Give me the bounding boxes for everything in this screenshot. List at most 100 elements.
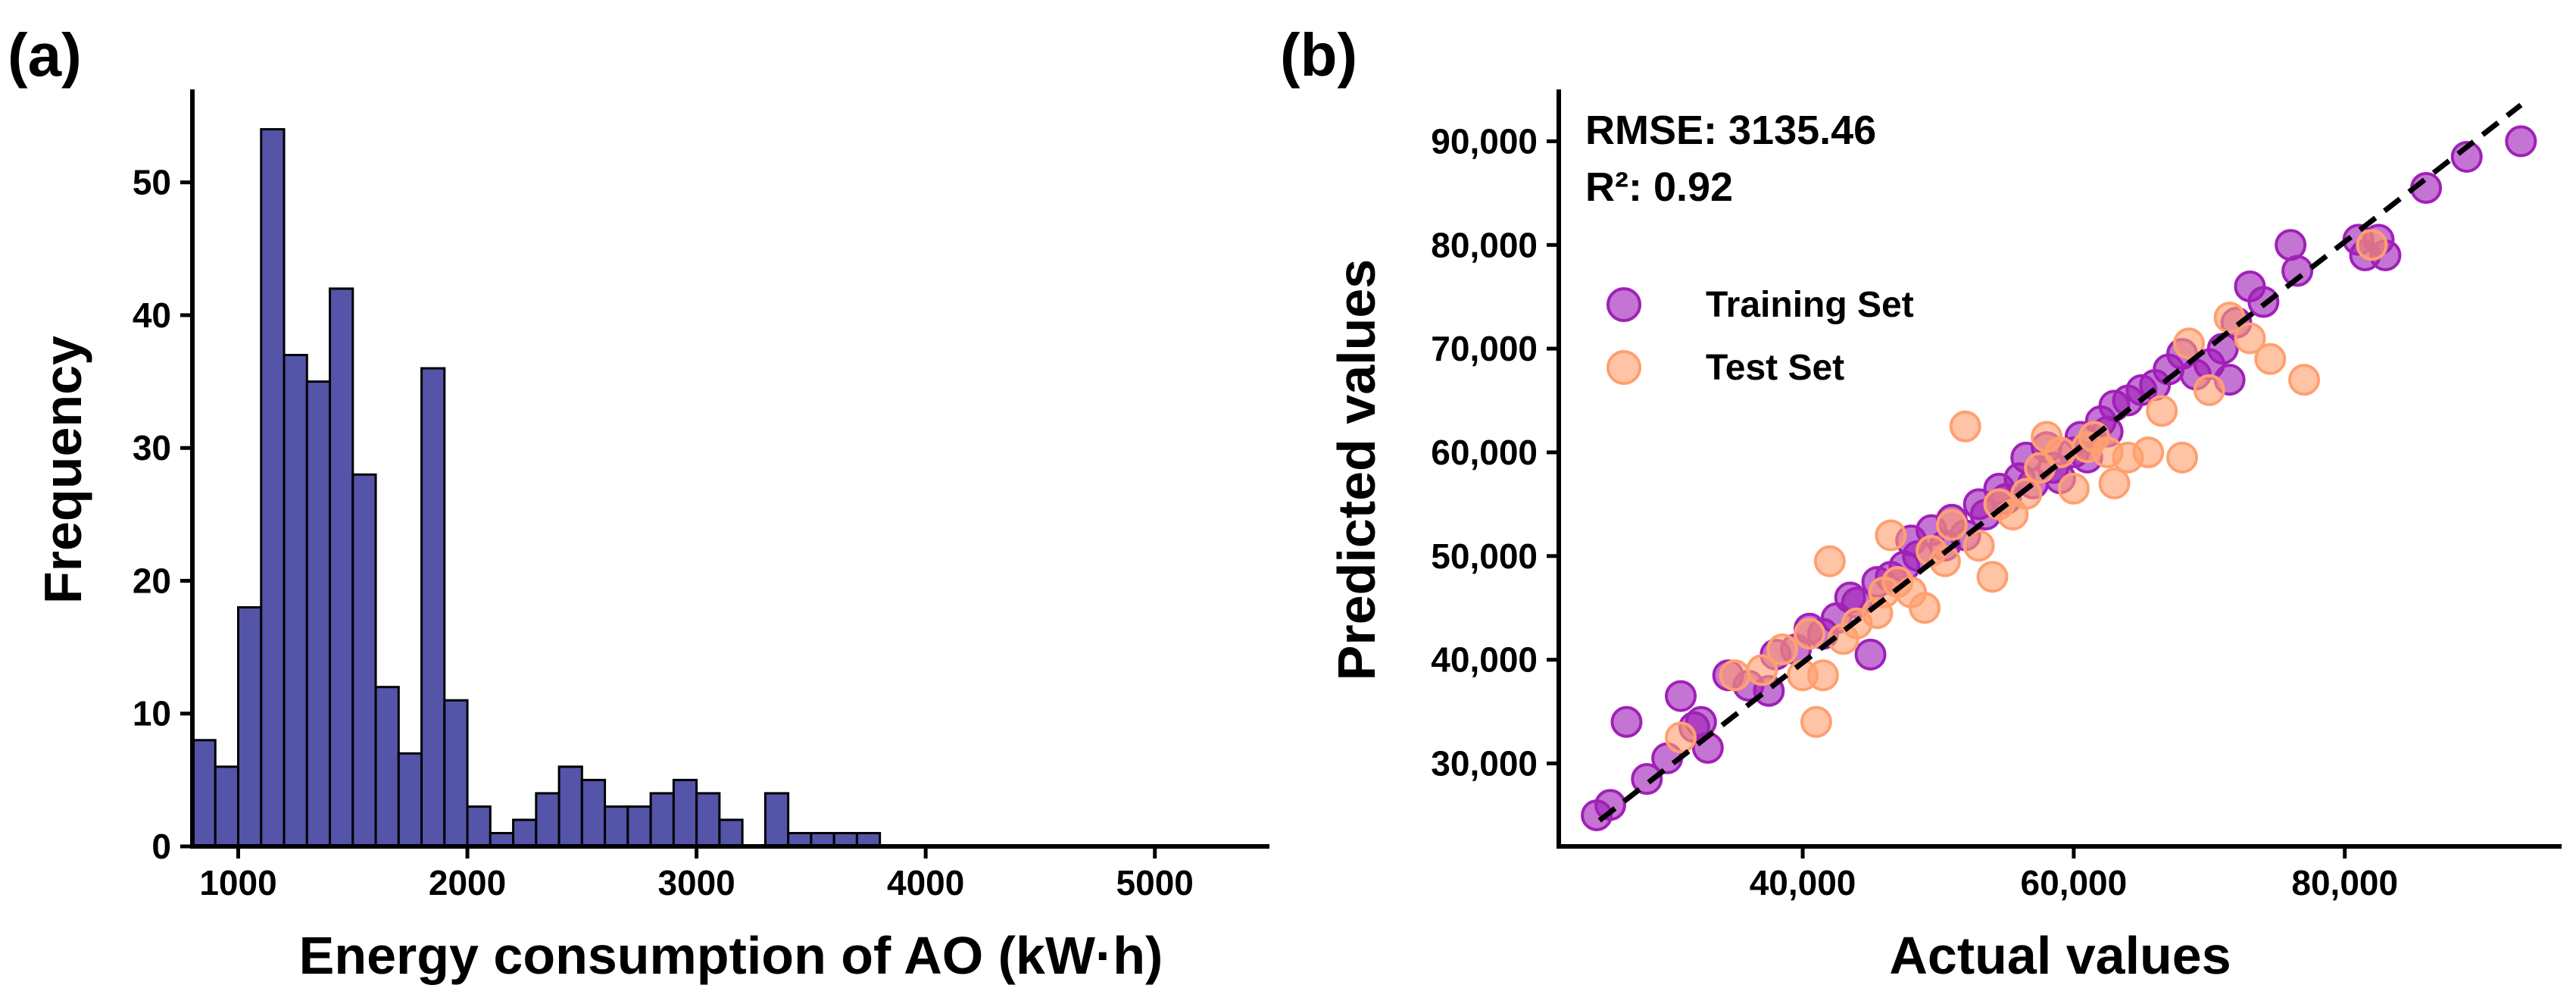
training-set-point: [2505, 125, 2537, 158]
panel-a-label: (a): [8, 21, 82, 89]
histogram-y-axis-title: Frequency: [33, 336, 92, 604]
y-tick-label: 20: [133, 561, 171, 600]
histogram-bar: [420, 367, 446, 848]
y-tick-label: 10: [133, 694, 171, 733]
training-set-point: [1665, 680, 1697, 712]
test-set-point: [1935, 508, 1968, 541]
scatter-y-ticks: 30,000 40,000 50,000 60,000 70,000 80,000 90,0…: [1431, 121, 1559, 783]
x-tick-label: 5000: [1116, 863, 1194, 902]
test-set-point: [2146, 395, 2178, 427]
scatter-x-ticks: 40,000 60,000 80,000: [1750, 846, 2398, 902]
histogram-x-axis-title: Energy consumption of AO (kW·h): [299, 926, 1163, 985]
y-tick-label: 50,000: [1431, 536, 1538, 576]
legend-marker-test-set: [1606, 350, 1641, 385]
test-set-point: [1665, 721, 1697, 754]
histogram-x-ticks: 1000 2000 3000 4000 5000: [199, 846, 1194, 902]
histogram-bar: [604, 805, 629, 848]
test-set-point: [2057, 472, 2090, 505]
test-set-point: [2288, 364, 2321, 396]
training-set-point: [1854, 638, 1887, 671]
scatter-x-axis-title: Actual values: [1889, 926, 2231, 985]
test-set-point: [1800, 705, 1832, 738]
y-tick-label: 80,000: [1431, 225, 1538, 264]
histogram-bar: [535, 792, 560, 848]
test-set-point: [1766, 633, 1799, 665]
histogram-bar: [283, 354, 308, 848]
test-set-point: [2132, 436, 2165, 468]
y-tick-label: 90,000: [1431, 121, 1538, 161]
test-set-point: [1806, 659, 1839, 692]
test-set-point: [2172, 327, 2205, 360]
y-tick-label: 40: [133, 296, 171, 335]
scatter-panel: (b) 40,000 60,000 80,000 30,000 40,000 50,00…: [1280, 21, 2562, 985]
test-set-point: [1794, 618, 1825, 650]
histogram-bar: [580, 778, 607, 848]
histogram-bar: [214, 765, 240, 848]
histogram-bar: [329, 287, 354, 848]
training-set-point: [1610, 705, 1643, 738]
x-tick-label: 2000: [429, 863, 506, 902]
r2-annotation: R²: 0.92: [1585, 164, 1733, 210]
identity-reference-line: [1597, 102, 2523, 823]
histogram-bar: [397, 752, 423, 848]
histogram-bar: [649, 792, 675, 848]
test-set-point: [2254, 342, 2287, 375]
x-tick-label: 4000: [887, 863, 964, 902]
y-tick-label: 30,000: [1431, 744, 1538, 783]
histogram-bar: [626, 805, 652, 848]
test-set-point: [1949, 410, 1981, 443]
x-tick-label: 1000: [199, 863, 276, 902]
test-set-point: [1976, 561, 2009, 593]
histogram-bar: [763, 792, 790, 848]
histogram-bar: [260, 128, 286, 848]
test-set-point: [1909, 592, 1941, 624]
training-set-point: [2281, 255, 2314, 287]
histogram-bar: [351, 473, 377, 848]
training-set-point: [1594, 789, 1626, 821]
x-tick-label: 80,000: [2291, 863, 2398, 902]
histogram-bar: [512, 818, 538, 848]
x-tick-label: 40,000: [1750, 863, 1856, 902]
histogram-y-ticks: 0 10 20 30 40 50: [133, 163, 192, 866]
histogram-bar: [557, 765, 583, 848]
y-tick-label: 30: [133, 428, 171, 468]
histogram-panel: (a) 1000 2000 3000 4000 5000 0 10 20 30 40 50 Ene…: [8, 21, 1269, 985]
scatter-y-axis-title: Predicted values: [1327, 259, 1386, 680]
y-tick-label: 70,000: [1431, 329, 1538, 368]
scatter-legend: Training Set Test Set: [1606, 285, 1914, 388]
test-set-point: [1746, 654, 1778, 687]
test-set-point: [2193, 374, 2225, 406]
histogram-bar: [672, 778, 698, 848]
histogram-bar: [237, 606, 263, 848]
test-set-point: [2098, 468, 2131, 500]
test-set-point: [1813, 545, 1846, 577]
histogram-bar: [466, 805, 492, 848]
test-set-point: [2234, 322, 2266, 355]
x-tick-label: 3000: [657, 863, 735, 902]
y-tick-label: 60,000: [1431, 433, 1538, 472]
legend-label-test-set: Test Set: [1706, 348, 1844, 388]
test-set-point: [2166, 441, 2199, 474]
training-set-point: [1631, 763, 1663, 796]
test-set-point: [2356, 229, 2388, 261]
histogram-bar: [443, 699, 469, 848]
rmse-annotation: RMSE: 3135.46: [1585, 108, 1876, 153]
histogram-bar: [191, 739, 217, 848]
y-tick-label: 0: [151, 827, 171, 866]
test-set-point: [1962, 530, 1995, 562]
legend-marker-training-set: [1606, 287, 1641, 322]
histogram-bar: [695, 792, 721, 848]
legend-label-training-set: Training Set: [1706, 285, 1914, 325]
panel-b-label: (b): [1280, 21, 1357, 89]
histogram-bar: [305, 380, 332, 848]
y-tick-label: 40,000: [1431, 640, 1538, 680]
histogram-bar: [718, 818, 744, 848]
histogram-bar: [374, 686, 400, 848]
test-set-point: [1875, 519, 1907, 552]
training-set-point: [2275, 229, 2307, 261]
y-tick-label: 50: [133, 163, 171, 202]
histogram-bars: [191, 128, 882, 848]
x-tick-label: 60,000: [2021, 863, 2128, 902]
test-set-point: [1719, 659, 1751, 692]
